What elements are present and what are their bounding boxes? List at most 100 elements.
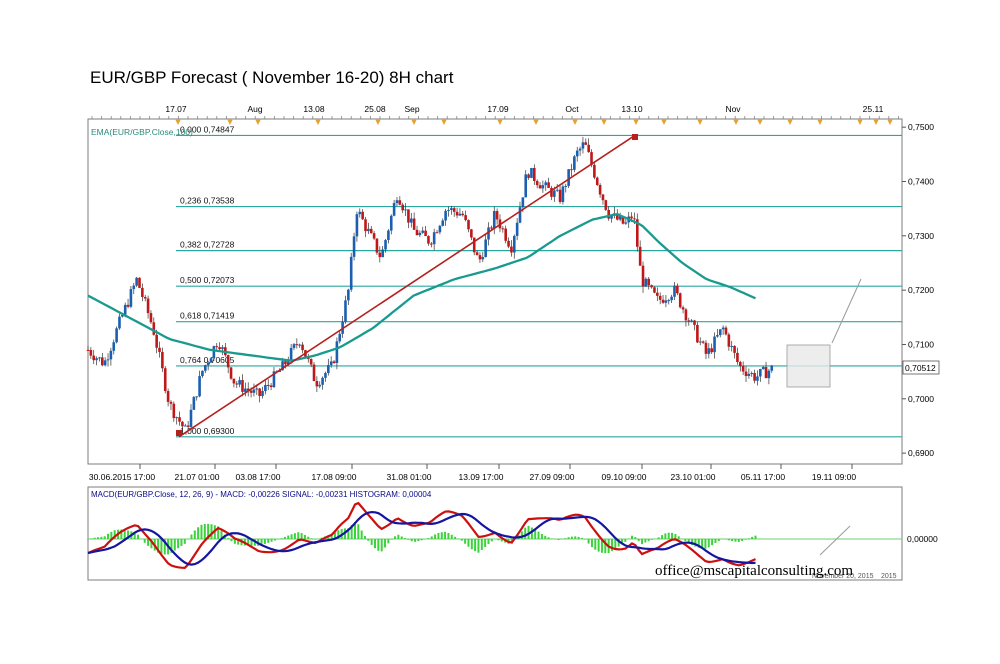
candle-body bbox=[647, 278, 651, 286]
candle-body bbox=[601, 194, 605, 201]
histogram-bar bbox=[497, 539, 500, 541]
candle-body bbox=[244, 388, 247, 392]
candle-body bbox=[324, 373, 327, 378]
histogram-bar bbox=[90, 538, 93, 539]
top-axis-label: Sep bbox=[404, 104, 419, 114]
projection-arrow bbox=[831, 278, 862, 344]
histogram-bar bbox=[183, 539, 186, 544]
top-time-axis: 17.07 Aug 13.08 25.08 Sep 17.09 Oct 13.10 Nov 25.… bbox=[91, 104, 899, 125]
histogram-bar bbox=[364, 536, 367, 539]
histogram-bar bbox=[520, 531, 523, 539]
candle-body bbox=[573, 156, 576, 170]
histogram-bar bbox=[123, 529, 126, 539]
histogram-bar bbox=[173, 539, 176, 551]
histogram-bar bbox=[197, 527, 200, 539]
histogram-bar bbox=[350, 524, 353, 539]
histogram-bar bbox=[530, 527, 533, 539]
candle-body bbox=[258, 388, 261, 396]
histogram-bar bbox=[630, 535, 633, 539]
candle-body bbox=[424, 230, 427, 237]
candle-body bbox=[435, 232, 439, 234]
histogram-bar bbox=[150, 539, 153, 549]
candle-body bbox=[372, 233, 376, 239]
histogram-bar bbox=[387, 539, 390, 544]
histogram-bar bbox=[657, 537, 660, 539]
candle-body bbox=[281, 361, 284, 371]
candle-body bbox=[624, 222, 628, 224]
histogram-bar bbox=[283, 536, 286, 539]
histogram-bar bbox=[477, 539, 480, 553]
candle-body bbox=[736, 352, 739, 363]
candle-body bbox=[504, 228, 507, 241]
candle-body bbox=[349, 256, 353, 290]
candle-body bbox=[427, 236, 430, 244]
event-marker bbox=[661, 119, 667, 125]
candle-body bbox=[178, 417, 181, 422]
candle-body bbox=[464, 215, 467, 221]
time-tick-label: 21.07 01:00 bbox=[175, 472, 220, 482]
histogram-bar bbox=[160, 539, 163, 554]
chart-title: EUR/GBP Forecast ( November 16-20) 8H ch… bbox=[90, 68, 454, 87]
candle-body bbox=[175, 417, 178, 419]
candle-body bbox=[450, 208, 453, 210]
histogram-bar bbox=[694, 539, 697, 547]
candle-body bbox=[521, 197, 525, 208]
candle-body bbox=[126, 304, 130, 307]
candle-body bbox=[292, 344, 296, 348]
histogram-bar bbox=[263, 539, 266, 544]
candle-body bbox=[241, 380, 244, 392]
histogram-bar bbox=[353, 522, 356, 539]
candle-body bbox=[653, 287, 656, 293]
candle-body bbox=[750, 372, 754, 374]
event-marker bbox=[227, 119, 233, 125]
candle-body bbox=[101, 357, 104, 366]
top-axis-label: 17.07 bbox=[165, 104, 187, 114]
candle-body bbox=[721, 327, 725, 330]
histogram-bar bbox=[644, 539, 647, 543]
candle-body bbox=[255, 388, 259, 390]
candle-body bbox=[547, 182, 550, 188]
candle-body bbox=[475, 252, 479, 256]
candle-body bbox=[730, 345, 734, 347]
histogram-bar bbox=[380, 539, 383, 552]
histogram-bar bbox=[440, 532, 443, 539]
histogram-bar bbox=[290, 534, 293, 539]
histogram-bar bbox=[544, 535, 547, 539]
histogram-bar bbox=[120, 529, 123, 539]
candles bbox=[86, 136, 774, 432]
histogram-bar bbox=[414, 539, 417, 542]
candle-body bbox=[710, 348, 713, 353]
histogram-bar bbox=[704, 539, 707, 549]
histogram-bar bbox=[143, 539, 146, 543]
candle-body bbox=[707, 348, 711, 354]
candle-body bbox=[630, 216, 633, 219]
candle-body bbox=[481, 257, 485, 260]
candle-body bbox=[421, 230, 425, 233]
candle-body bbox=[387, 230, 390, 241]
candle-body bbox=[232, 378, 236, 384]
histogram-bar bbox=[110, 531, 113, 539]
histogram-bar bbox=[390, 539, 393, 540]
candle-body bbox=[129, 289, 133, 307]
candle-body bbox=[527, 174, 530, 178]
candle-body bbox=[610, 215, 613, 219]
histogram-bar bbox=[207, 523, 210, 539]
candle-body bbox=[369, 228, 373, 234]
candle-body bbox=[95, 358, 98, 361]
candle-body bbox=[718, 329, 722, 336]
candle-body bbox=[670, 296, 673, 301]
candle-body bbox=[215, 346, 219, 348]
candle-body bbox=[155, 334, 158, 348]
candle-body bbox=[432, 232, 436, 245]
macd-panel: MACD(EUR/GBP.Close, 12, 26, 9) - MACD: -… bbox=[87, 486, 938, 581]
candle-body bbox=[447, 209, 450, 211]
histogram-bar bbox=[731, 539, 734, 542]
histogram-bar bbox=[537, 531, 540, 539]
trend-start-marker bbox=[176, 430, 182, 436]
signal-line bbox=[87, 510, 756, 566]
candle-body bbox=[218, 347, 221, 350]
candle-body bbox=[112, 342, 116, 351]
event-marker bbox=[787, 119, 793, 125]
histogram-bar bbox=[587, 539, 590, 544]
